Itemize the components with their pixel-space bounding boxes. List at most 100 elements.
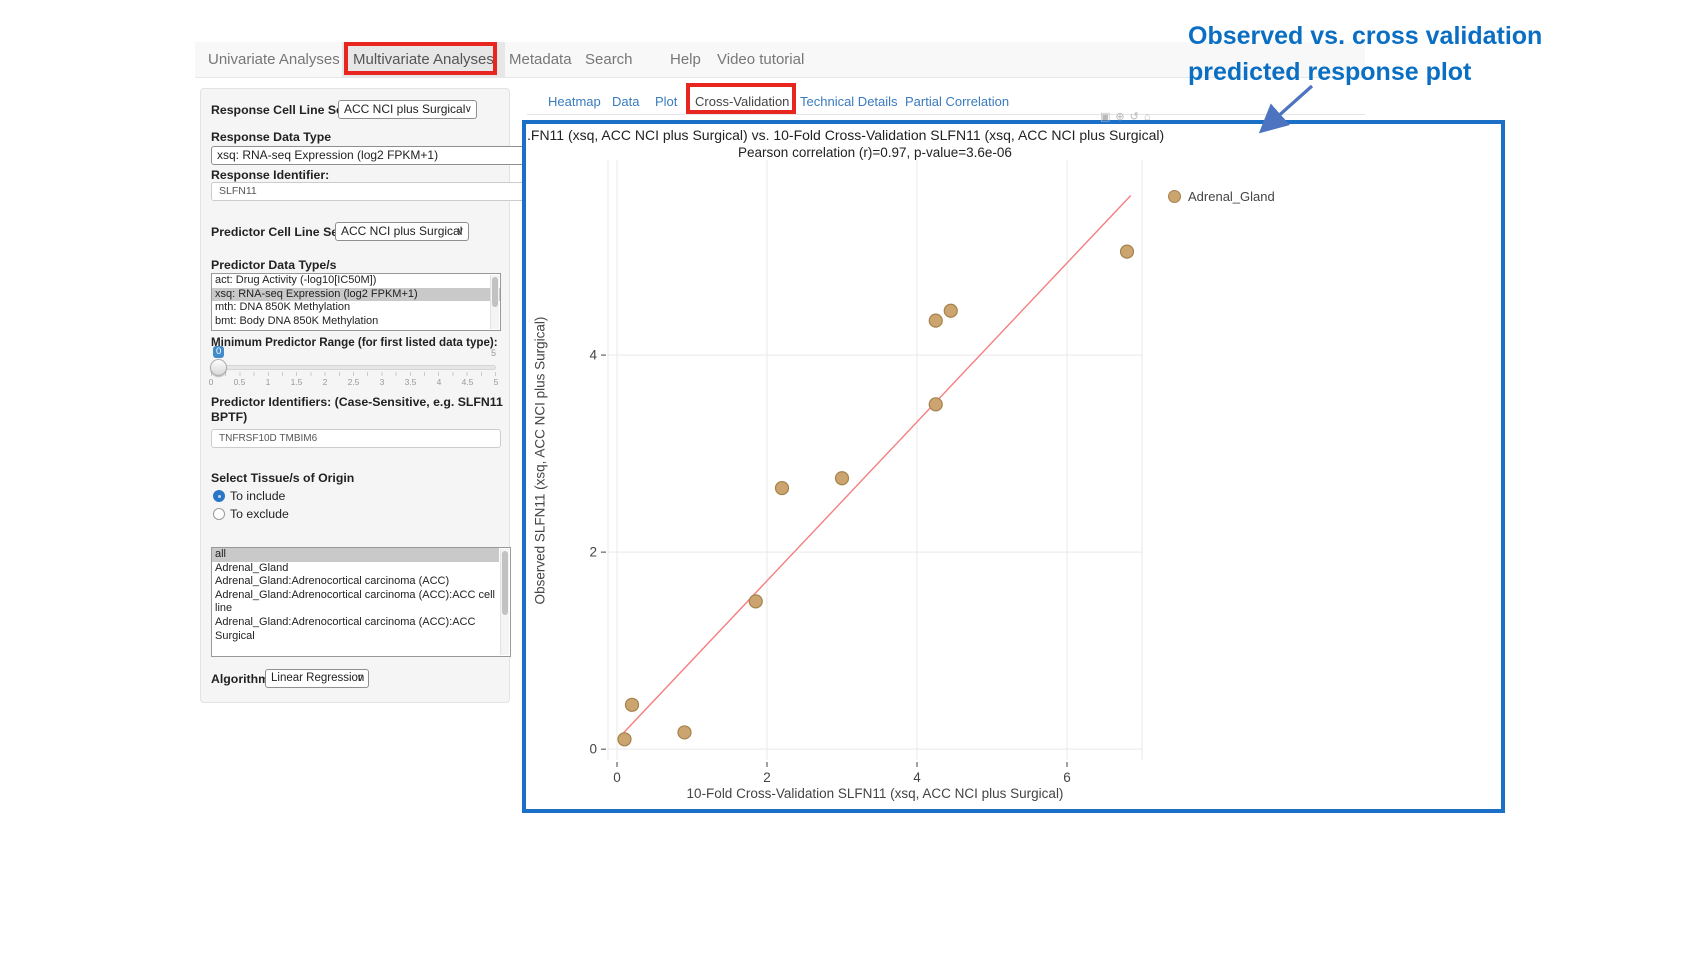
radio-icon[interactable] <box>213 508 225 520</box>
nav-item-metadata[interactable]: Metadata <box>509 51 572 68</box>
cross-validation-plot-panel: .FN11 (xsq, ACC NCI plus Surgical) vs. 1… <box>522 120 1505 813</box>
predictor-cell-line-set-label: Predictor Cell Line Set <box>211 225 343 239</box>
slider-value-bubble: 0 <box>213 346 225 358</box>
slider-scale-label: 4 <box>436 377 442 387</box>
chevron-down-icon: ∨ <box>456 226 464 237</box>
response-data-type-value: xsq: RNA-seq Expression (log2 FPKM+1) <box>217 148 439 162</box>
data-point[interactable] <box>624 697 640 712</box>
tissue-option[interactable]: Adrenal_Gland:Adrenocortical carcinoma (… <box>215 615 476 642</box>
slider-scale-label: 1.5 <box>290 377 303 387</box>
nav-item-univariate-analyses[interactable]: Univariate Analyses <box>208 51 340 68</box>
annotation-line-2: predicted response plot <box>1188 58 1472 86</box>
x-tick-label: 6 <box>1063 770 1071 785</box>
min-predictor-range-label: Minimum Predictor Range (for first liste… <box>211 336 498 349</box>
tab-plot[interactable]: Plot <box>655 94 678 109</box>
slider-scale-label: 3.5 <box>404 377 417 387</box>
chevron-down-icon: ∨ <box>356 673 364 684</box>
slider-scale-label: 3 <box>379 377 385 387</box>
predictor-data-types-listbox: act: Drug Activity (-log10[IC50M]) xsq: R… <box>211 273 501 331</box>
reset-icon[interactable]: ↺ <box>1129 111 1139 123</box>
tissue-option[interactable]: Adrenal_Gland:Adrenocortical carcinoma (… <box>215 575 450 588</box>
algorithm-value: Linear Regression <box>271 672 365 684</box>
data-point[interactable] <box>1119 244 1135 259</box>
predictor-identifiers-label: Predictor Identifiers: (Case-Sensitive, … <box>211 395 503 424</box>
data-point[interactable] <box>748 594 763 609</box>
scrollbar[interactable] <box>500 549 509 655</box>
home-icon[interactable]: ⌂ <box>1143 111 1151 123</box>
slider-scale-label: 2.5 <box>347 377 360 387</box>
predictor-data-type-option[interactable]: mth: DNA 850K Methylation <box>215 301 351 314</box>
y-tick-label: 0 <box>589 742 597 757</box>
response-identifier-input[interactable]: SLFN11 <box>211 182 536 201</box>
predictor-cell-line-set-value: ACC NCI plus Surgical <box>341 224 463 238</box>
algorithm-select[interactable]: Linear Regression ∨ <box>265 669 369 688</box>
slider-max-label: 5 <box>490 348 496 358</box>
tissue-option[interactable]: all <box>212 548 499 562</box>
data-point[interactable] <box>928 313 943 328</box>
y-tick-label: 2 <box>589 545 597 560</box>
tissue-option[interactable]: Adrenal_Gland:Adrenocortical carcinoma (… <box>215 588 496 615</box>
tab-partial-correlation[interactable]: Partial Correlation <box>905 94 1010 109</box>
tissue-option[interactable]: Adrenal_Gland <box>215 561 289 574</box>
scatter-plot[interactable]: 0 2 4 6 0 2 4 <box>526 124 1501 809</box>
data-point[interactable] <box>617 732 632 747</box>
predictor-identifiers-input[interactable]: TNFRSF10D TMBIM6 <box>211 429 501 448</box>
x-tick-label: 2 <box>763 770 771 785</box>
tissue-listbox: all Adrenal_Gland Adrenal_Gland:Adrenocort… <box>211 547 511 657</box>
y-axis-title: Observed SLFN11 (xsq, ACC NCI plus Surgi… <box>532 316 548 605</box>
legend-label: Adrenal_Gland <box>1188 189 1275 204</box>
tab-cross-validation[interactable]: Cross-Validation <box>695 94 790 109</box>
predictor-data-type-option[interactable]: xsq: RNA-seq Expression (log2 FPKM+1) <box>212 287 500 302</box>
data-point[interactable] <box>677 725 692 740</box>
zoom-icon[interactable]: ⊕ <box>1115 111 1125 123</box>
algorithm-label: Algorithm <box>211 672 270 686</box>
annotation-text: Observed vs. cross validation predicted … <box>1188 18 1542 90</box>
plot-subtitle: Pearson correlation (r)=0.97, p-value=3.… <box>738 145 1012 160</box>
slider-scale-label: 0.5 <box>233 377 246 387</box>
response-cell-line-set-select[interactable]: ACC NCI plus Surgical ∨ <box>338 100 477 119</box>
slider-scale-label: 0 <box>208 377 214 387</box>
tab-technical-details[interactable]: Technical Details <box>800 94 898 109</box>
data-point[interactable] <box>834 471 850 486</box>
plot-title: .FN11 (xsq, ACC NCI plus Surgical) vs. 1… <box>527 127 1165 143</box>
legend-marker-icon <box>1168 190 1181 203</box>
camera-icon[interactable]: ▣ <box>1100 111 1111 123</box>
slider-scale-label: 1 <box>265 377 271 387</box>
slider-track[interactable] <box>211 365 496 370</box>
radio-icon[interactable] <box>213 490 225 502</box>
scrollbar[interactable] <box>490 275 499 329</box>
radio-to-exclude[interactable]: To exclude <box>213 507 289 521</box>
plot-modebar: ▣ ⊕ ↺ ⌂ <box>1100 112 1151 123</box>
response-data-type-select[interactable]: xsq: RNA-seq Expression (log2 FPKM+1) ∨ <box>211 146 536 165</box>
tab-heatmap[interactable]: Heatmap <box>548 94 601 109</box>
scrollbar-thumb[interactable] <box>492 277 498 307</box>
data-point[interactable] <box>774 480 790 496</box>
x-tick-label: 4 <box>913 770 921 785</box>
nav-item-search[interactable]: Search <box>585 51 633 68</box>
predictor-data-type-option[interactable]: bmt: Body DNA 850K Methylation <box>215 314 379 327</box>
x-tick-label: 0 <box>613 770 621 785</box>
data-point[interactable] <box>928 397 943 412</box>
tabs-divider <box>527 114 1365 115</box>
nav-item-video-tutorial[interactable]: Video tutorial <box>717 51 805 68</box>
radio-to-include-label: To include <box>230 489 286 503</box>
predictor-data-type-option[interactable]: act: Drug Activity (-log10[IC50M]) <box>215 274 377 286</box>
x-axis-title: 10-Fold Cross-Validation SLFN11 (xsq, AC… <box>686 786 1064 801</box>
predictor-data-types-label: Predictor Data Type/s <box>211 258 337 272</box>
slider-scale-label: 4.5 <box>461 377 474 387</box>
nav-item-help[interactable]: Help <box>670 51 701 68</box>
response-identifier-label: Response Identifier: <box>211 168 330 182</box>
legend[interactable]: Adrenal_Gland <box>1168 189 1275 204</box>
slider-scale-label: 5 <box>493 377 499 387</box>
slider-handle[interactable] <box>210 359 227 376</box>
scrollbar-thumb[interactable] <box>502 551 508 615</box>
regression-line <box>622 194 1132 734</box>
slider-ticks <box>211 372 496 376</box>
predictor-cell-line-set-select[interactable]: ACC NCI plus Surgical ∨ <box>335 222 469 241</box>
radio-to-include[interactable]: To include <box>213 489 285 503</box>
sidebar-panel: Response Cell Line Set ACC NCI plus Surg… <box>200 88 536 703</box>
data-point[interactable] <box>943 303 958 318</box>
response-cell-line-set-value: ACC NCI plus Surgical <box>344 102 466 116</box>
tab-data[interactable]: Data <box>612 94 640 109</box>
